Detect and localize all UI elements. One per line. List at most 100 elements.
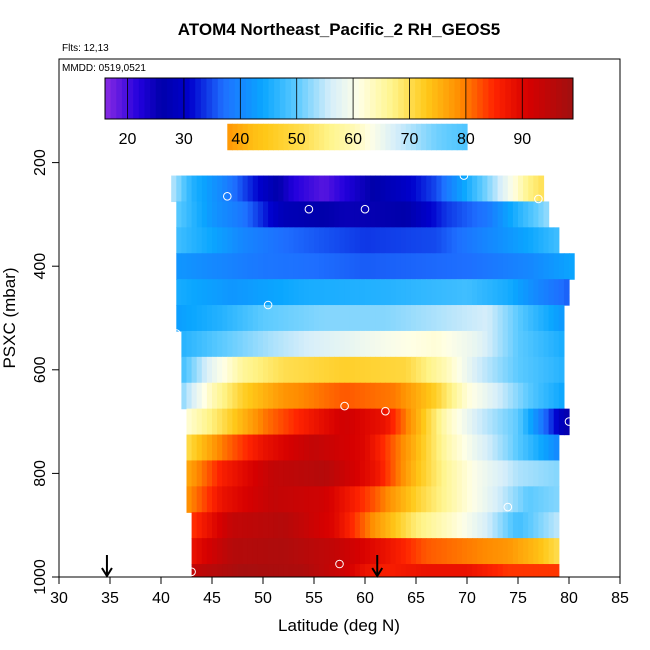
heatmap-cell [273, 305, 279, 332]
heatmap-cell [247, 330, 254, 358]
heatmap-cell [507, 227, 514, 254]
colorbar-swatch [448, 78, 456, 119]
heatmap-cell [528, 486, 534, 513]
heatmap-cell [502, 486, 509, 513]
heatmap-cell [482, 201, 488, 228]
heatmap-cell [339, 305, 346, 332]
x-tick-label: 40 [152, 590, 170, 607]
heatmap-cell [191, 512, 198, 539]
heatmap-cell [314, 538, 320, 565]
heatmap-cell [431, 538, 437, 565]
heatmap-cell [548, 382, 555, 410]
heatmap-cell [237, 279, 244, 306]
heatmap-cell [349, 512, 356, 539]
colorbar-swatch [274, 78, 281, 119]
heatmap-cell [212, 486, 218, 513]
heatmap-cell [456, 512, 463, 539]
heatmap-cell [507, 512, 514, 539]
heatmap-cell [518, 434, 524, 462]
heatmap-cell [186, 460, 193, 487]
heatmap-cell [206, 564, 213, 577]
heatmap-cell [461, 356, 468, 384]
heatmap-cell [319, 175, 325, 203]
colorbar-swatch [212, 78, 219, 119]
heatmap-cell [359, 123, 366, 151]
heatmap-cell [181, 175, 188, 203]
heatmap-cell [339, 538, 346, 565]
heatmap-cell [268, 356, 274, 384]
heatmap-cell [472, 564, 478, 577]
colorbar-swatch [415, 78, 422, 119]
heatmap-cell [212, 356, 218, 384]
heatmap-cell [543, 279, 550, 306]
colorbar-swatch [516, 78, 523, 119]
heatmap-cell [217, 175, 223, 203]
heatmap-cell [472, 201, 478, 228]
heatmap-cell [339, 201, 346, 228]
heatmap-cell [201, 305, 208, 332]
heatmap-cell [492, 253, 499, 280]
heatmap-cell [553, 486, 560, 513]
heatmap-cell [436, 486, 443, 513]
heatmap-cell [380, 486, 386, 513]
heatmap-cell [217, 564, 223, 577]
heatmap-cell [548, 408, 555, 436]
colorbar-swatch [105, 78, 112, 119]
heatmap-cell [528, 564, 534, 577]
heatmap-cell [497, 330, 504, 358]
heatmap-cell [461, 227, 468, 254]
heatmap-cell [410, 356, 417, 384]
heatmap-cell [232, 408, 239, 436]
heatmap-cell [436, 564, 443, 577]
colorbar-swatch [110, 78, 117, 119]
heatmap-cell [247, 434, 254, 462]
heatmap-cell [263, 434, 269, 462]
heatmap-cell [349, 253, 356, 280]
heatmap-cell [538, 330, 545, 358]
heatmap-cell [497, 486, 504, 513]
heatmap-cell [512, 564, 519, 577]
heatmap-cell [324, 434, 330, 462]
heatmap-cell [273, 356, 279, 384]
heatmap-cell [451, 408, 458, 436]
colorbar-swatch [353, 78, 360, 119]
heatmap-cell [543, 201, 550, 228]
heatmap-cell [181, 330, 188, 358]
heatmap-cell [533, 538, 539, 565]
heatmap-cell [288, 434, 295, 462]
heatmap-cell [365, 408, 371, 436]
heatmap-cell [349, 434, 356, 462]
heatmap-cell [319, 512, 325, 539]
heatmap-cell [543, 538, 550, 565]
heatmap-cell [283, 201, 290, 228]
heatmap-cell [247, 253, 254, 280]
heatmap-cell [380, 330, 386, 358]
heatmap-cell [293, 356, 300, 384]
heatmap-cell [232, 201, 239, 228]
sample-point [223, 192, 232, 201]
heatmap-cell [456, 356, 463, 384]
colorbar-swatch [567, 78, 574, 119]
heatmap-cell [263, 253, 269, 280]
heatmap-cell [247, 227, 254, 254]
heatmap-cell [487, 305, 494, 332]
heatmap-cell [314, 512, 320, 539]
colorbar-swatch [341, 78, 348, 119]
heatmap-cell [395, 305, 402, 332]
heatmap-cell [242, 253, 249, 280]
heatmap-cell [512, 279, 519, 306]
heatmap-cell [344, 227, 351, 254]
heatmap-cell [227, 330, 233, 358]
heatmap-cell [548, 512, 555, 539]
heatmap-cell [212, 227, 218, 254]
heatmap-cell [502, 460, 509, 487]
heatmap-cell [349, 279, 356, 306]
heatmap-cell [385, 330, 392, 358]
heatmap-cell [446, 305, 453, 332]
heatmap-cell [278, 564, 284, 577]
heatmap-cell [380, 123, 386, 151]
heatmap-cell [344, 486, 351, 513]
heatmap-cell [252, 382, 259, 410]
heatmap-cell [416, 305, 422, 332]
heatmap-cell [257, 330, 264, 358]
